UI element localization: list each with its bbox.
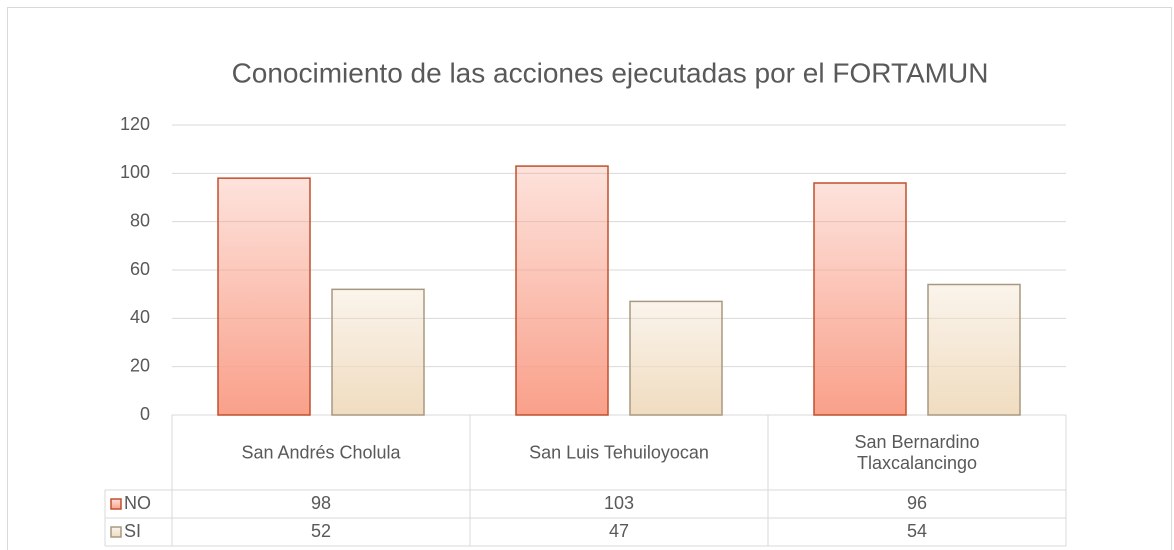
table-value: 54 (907, 521, 927, 541)
table-value: 96 (907, 493, 927, 513)
bar (515, 165, 609, 416)
legend-label: SI (124, 521, 141, 541)
x-tick-label: San Bernardino Tlaxcalancingo (854, 431, 980, 473)
y-tick-label: 40 (130, 307, 150, 327)
legend-key (110, 498, 122, 510)
bar (217, 177, 311, 416)
bar (927, 283, 1021, 416)
chart-title: Conocimiento de las acciones ejecutadas … (232, 57, 989, 88)
legend-key (110, 526, 122, 538)
bar (331, 288, 425, 416)
y-tick-label: 100 (120, 162, 150, 182)
x-tick-label: San Luis Tehuiloyocan (529, 442, 709, 462)
bar (629, 300, 723, 416)
y-tick-label: 60 (130, 259, 150, 279)
table-value: 47 (609, 521, 629, 541)
y-tick-label: 0 (140, 404, 150, 424)
table-value: 103 (604, 493, 634, 513)
y-tick-label: 20 (130, 355, 150, 375)
x-tick-label: San Andrés Cholula (241, 442, 401, 462)
y-tick-label: 120 (120, 114, 150, 134)
bar (813, 182, 907, 416)
table-value: 52 (311, 521, 331, 541)
table-value: 98 (311, 493, 331, 513)
legend-label: NO (124, 493, 151, 513)
y-tick-label: 80 (130, 210, 150, 230)
chart-border (7, 7, 1172, 550)
